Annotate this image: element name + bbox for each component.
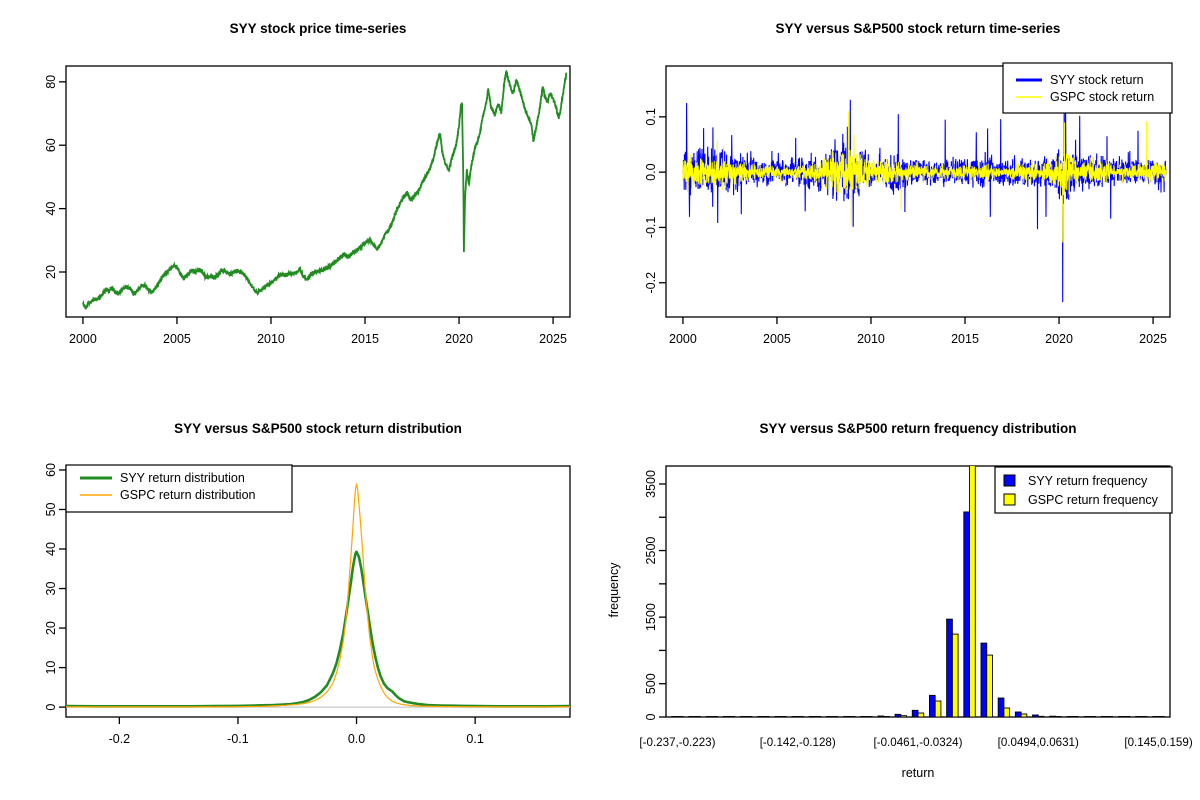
svg-text:20: 20: [44, 265, 58, 279]
svg-text:60: 60: [44, 463, 58, 477]
svg-text:GSPC return distribution: GSPC return distribution: [120, 488, 256, 502]
svg-text:500: 500: [644, 673, 658, 694]
svg-text:2005: 2005: [763, 332, 791, 346]
density-panel: SYY versus S&P500 stock return distribut…: [0, 400, 600, 800]
histogram-chart: 0 500 1500 2500 3500 [-0.237,-0.223) [-0.142,-…: [639, 465, 1193, 749]
svg-text:0.1: 0.1: [466, 732, 483, 746]
returns-chart: 0.1 0.0 -0.1 -0.2 2000 2005 2010 2015 2020 2025 SY…: [644, 62, 1173, 346]
svg-text:0.0: 0.0: [644, 163, 658, 180]
svg-text:0.1: 0.1: [644, 108, 658, 125]
histogram-panel: SYY versus S&P500 return frequency distr…: [600, 400, 1200, 800]
svg-text:2020: 2020: [445, 332, 473, 346]
svg-text:-0.2: -0.2: [644, 272, 658, 294]
returns-panel: SYY versus S&P500 stock return time-seri…: [600, 0, 1200, 400]
svg-text:2020: 2020: [1045, 332, 1073, 346]
svg-text:30: 30: [44, 582, 58, 596]
svg-text:2010: 2010: [257, 332, 285, 346]
svg-text:0: 0: [644, 713, 658, 720]
returns-title: SYY versus S&P500 stock return time-seri…: [775, 21, 1061, 36]
svg-text:40: 40: [44, 202, 58, 216]
svg-text:2000: 2000: [669, 332, 697, 346]
svg-text:[-0.142,-0.128): [-0.142,-0.128): [760, 736, 836, 749]
svg-text:SYY return frequency: SYY return frequency: [1028, 474, 1148, 488]
svg-text:2015: 2015: [351, 332, 379, 346]
svg-text:-0.1: -0.1: [227, 732, 249, 746]
svg-text:3500: 3500: [644, 470, 658, 498]
svg-text:GSPC stock return: GSPC stock return: [1050, 90, 1154, 104]
svg-text:2025: 2025: [539, 332, 567, 346]
svg-text:80: 80: [44, 75, 58, 89]
svg-text:2500: 2500: [644, 537, 658, 565]
svg-text:50: 50: [44, 502, 58, 516]
svg-text:0: 0: [44, 704, 58, 711]
svg-text:60: 60: [44, 138, 58, 152]
price-chart: 20 40 60 80 2000 2005 2010 2015 2020 2025: [44, 65, 571, 346]
svg-text:0.0: 0.0: [348, 732, 365, 746]
svg-text:10: 10: [44, 661, 58, 675]
svg-text:1500: 1500: [644, 603, 658, 631]
svg-text:-0.2: -0.2: [109, 732, 131, 746]
svg-text:2025: 2025: [1139, 332, 1167, 346]
svg-text:[0.145,0.159): [0.145,0.159): [1124, 736, 1192, 749]
svg-text:[-0.237,-0.223): [-0.237,-0.223): [639, 736, 715, 749]
svg-text:2015: 2015: [951, 332, 979, 346]
histogram-x-axis-label: return: [901, 766, 935, 780]
svg-text:2010: 2010: [857, 332, 885, 346]
svg-text:-0.1: -0.1: [644, 217, 658, 239]
density-title: SYY versus S&P500 stock return distribut…: [174, 421, 462, 436]
svg-text:20: 20: [44, 621, 58, 635]
svg-text:2005: 2005: [163, 332, 191, 346]
svg-text:[-0.0461,-0.0324): [-0.0461,-0.0324): [874, 736, 963, 749]
density-chart: 0 10 20 30 40 50 60 -0.2 -0.1 0.0 0.1 SYY return di…: [44, 463, 571, 746]
histogram-title: SYY versus S&P500 return frequency distr…: [759, 421, 1077, 436]
svg-text:40: 40: [44, 542, 58, 556]
svg-text:SYY stock return: SYY stock return: [1050, 73, 1144, 87]
svg-text:GSPC return frequency: GSPC return frequency: [1028, 493, 1159, 507]
price-panel: SYY stock price time-series 20 40 60 80 2000…: [0, 0, 600, 400]
price-title: SYY stock price time-series: [229, 21, 407, 36]
svg-text:SYY return distribution: SYY return distribution: [120, 471, 245, 485]
svg-text:2000: 2000: [69, 332, 97, 346]
svg-text:[0.0494,0.0631): [0.0494,0.0631): [998, 736, 1079, 749]
